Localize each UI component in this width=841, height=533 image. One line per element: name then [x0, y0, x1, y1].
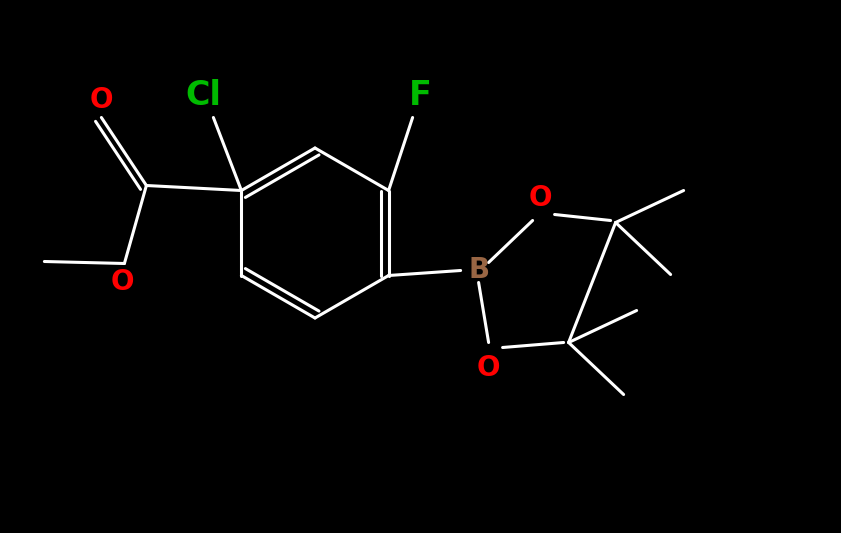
Text: B: B [468, 256, 489, 285]
Text: O: O [529, 184, 553, 213]
Text: O: O [477, 354, 500, 383]
Text: O: O [90, 85, 114, 114]
Text: Cl: Cl [186, 79, 221, 112]
Text: F: F [410, 79, 432, 112]
Text: O: O [111, 268, 134, 295]
